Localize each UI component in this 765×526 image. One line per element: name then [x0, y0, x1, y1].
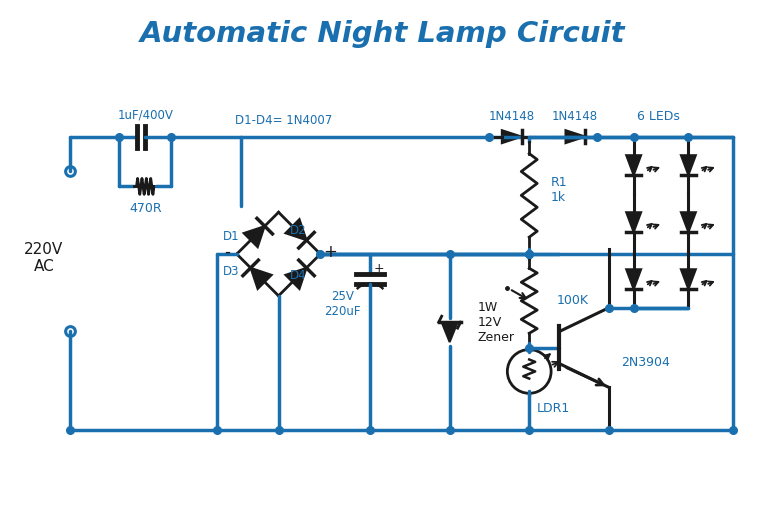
Text: 100K: 100K: [557, 295, 589, 307]
Text: D2: D2: [290, 224, 307, 237]
Text: -: -: [224, 243, 230, 261]
Text: +: +: [374, 262, 385, 276]
Text: 1uF/400V: 1uF/400V: [117, 108, 173, 122]
Text: Automatic Night Lamp Circuit: Automatic Night Lamp Circuit: [140, 20, 626, 48]
Text: D1-D4= 1N4007: D1-D4= 1N4007: [235, 114, 332, 127]
Polygon shape: [681, 269, 696, 289]
Text: R1
1k: R1 1k: [551, 176, 568, 205]
Text: 220V
AC: 220V AC: [24, 242, 63, 274]
Text: D3: D3: [223, 266, 239, 278]
Text: 25V
220uF: 25V 220uF: [324, 290, 360, 318]
Polygon shape: [285, 268, 307, 289]
Polygon shape: [681, 155, 696, 175]
Polygon shape: [627, 155, 641, 175]
Text: 470R: 470R: [129, 202, 161, 215]
Polygon shape: [681, 213, 696, 232]
Polygon shape: [285, 219, 307, 240]
Polygon shape: [627, 269, 641, 289]
Text: +: +: [324, 243, 337, 261]
Polygon shape: [502, 130, 522, 143]
Text: 6 LEDs: 6 LEDs: [637, 110, 680, 123]
Text: D4: D4: [290, 269, 307, 282]
Text: 2N3904: 2N3904: [620, 356, 669, 369]
Text: LDR1: LDR1: [537, 402, 571, 414]
Polygon shape: [565, 130, 585, 143]
Text: D1: D1: [223, 230, 239, 242]
Polygon shape: [243, 226, 265, 247]
Text: 1N4148: 1N4148: [488, 110, 535, 123]
Polygon shape: [627, 213, 641, 232]
Polygon shape: [441, 322, 457, 342]
Text: 1N4148: 1N4148: [552, 110, 598, 123]
Polygon shape: [251, 268, 272, 289]
Text: 1W
12V
Zener: 1W 12V Zener: [477, 301, 515, 343]
